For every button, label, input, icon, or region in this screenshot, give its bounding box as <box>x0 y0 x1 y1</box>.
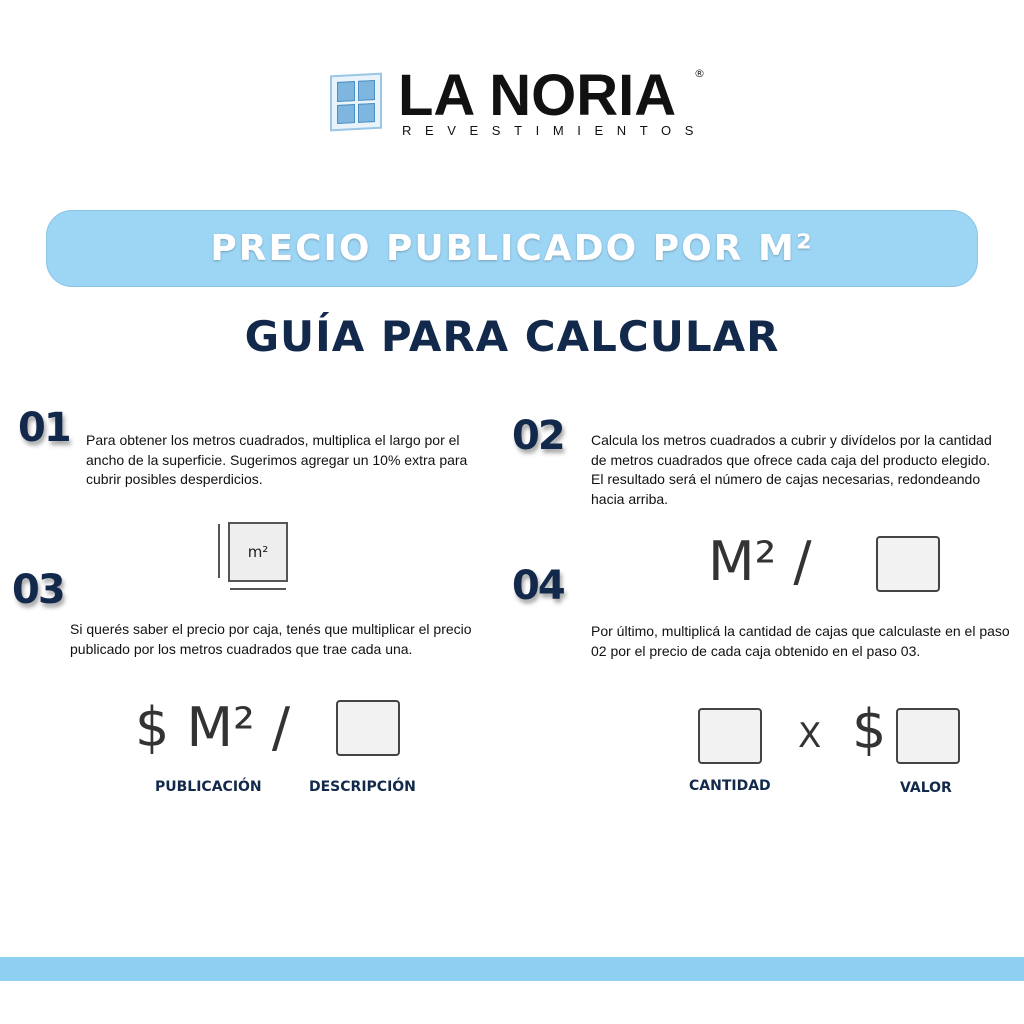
dollar-sign: $ <box>852 698 887 761</box>
square-meter-icon: m² <box>212 520 292 596</box>
logo-icon <box>330 72 382 132</box>
square-label: m² <box>228 522 288 582</box>
step-03-text: Si querés saber el precio por caja, tené… <box>70 621 472 657</box>
page-title: GUÍA PARA CALCULAR <box>244 312 780 361</box>
bottom-bar <box>0 957 1024 981</box>
step-02-text: Calcula los metros cuadrados a cubrir y … <box>591 432 992 507</box>
registered-mark: ® <box>694 67 705 80</box>
step-01-text: Para obtener los metros cuadrados, multi… <box>86 432 468 487</box>
price-banner: PRECIO PUBLICADO POR M² <box>46 210 978 287</box>
m2-divide-formula: M² / <box>708 530 812 593</box>
label-cantidad: CANTIDAD <box>689 778 771 794</box>
banner-text: PRECIO PUBLICADO POR M² <box>210 228 814 269</box>
step-04-number: 04 <box>512 563 566 609</box>
label-publicacion: PUBLICACIÓN <box>155 779 262 795</box>
multiply-sign: X <box>798 716 822 756</box>
price-m2-formula: $ M² / <box>135 696 291 759</box>
step-02-number: 02 <box>512 413 566 459</box>
box-icon <box>876 536 940 592</box>
label-valor: VALOR <box>900 780 952 796</box>
box-value-icon <box>896 708 960 764</box>
box-m2-icon <box>336 700 400 756</box>
step-04-text: Por último, multiplicá la cantidad de ca… <box>591 623 1010 659</box>
step-01-number: 01 <box>18 405 72 451</box>
step-03-number: 03 <box>12 567 66 613</box>
logo-name: LA NORIA <box>398 63 677 128</box>
logo-subtitle: REVESTIMIENTOS <box>402 123 708 138</box>
label-descripcion: DESCRIPCIÓN <box>309 779 416 795</box>
box-quantity-icon <box>698 708 762 764</box>
